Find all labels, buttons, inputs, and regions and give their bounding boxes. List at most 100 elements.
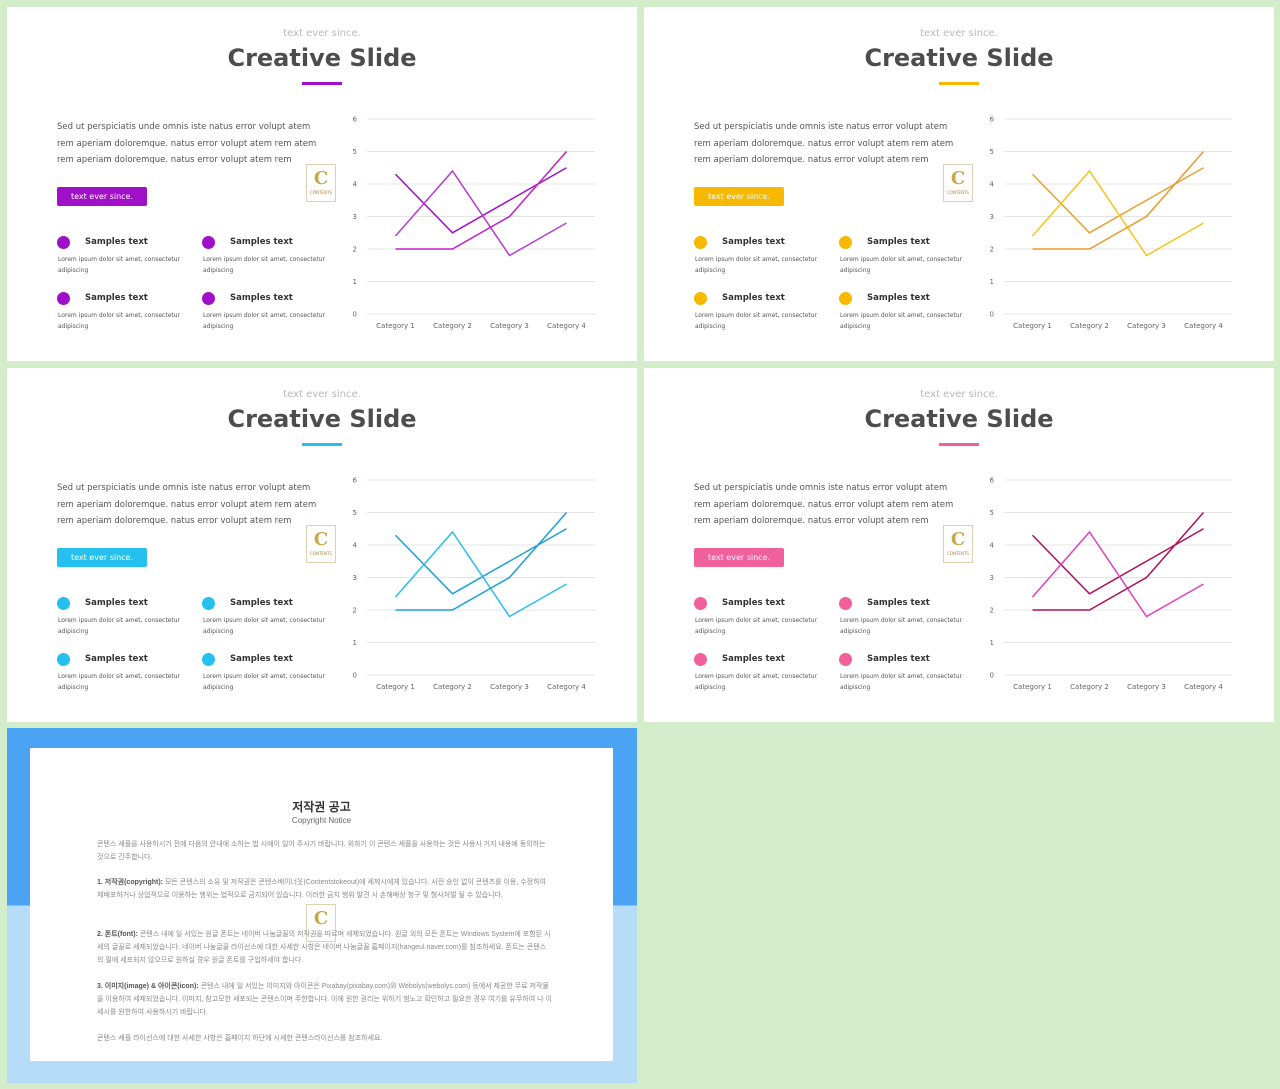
sample-label: Samples text (867, 293, 930, 303)
y-tick-label: 6 (990, 477, 995, 485)
y-tick-label: 4 (353, 181, 358, 189)
sample-dot-icon (694, 292, 707, 305)
y-tick-label: 3 (353, 213, 357, 221)
notice-paragraph-body: 콘텐스 내에 일 서있는 이미지와 아이콘은 Pixabay(pixabay.c… (97, 983, 552, 1016)
sample-label: Samples text (230, 293, 293, 303)
copyright-notice-slide: 저작권 공고 Copyright Notice C 콘텐스 세플을 사용하시기 … (7, 728, 637, 1083)
series-line (1031, 528, 1204, 595)
x-tick-label: Category 1 (376, 322, 415, 330)
slide-kicker: text ever since. (920, 389, 998, 400)
sample-subtext: Lorem ipsum dolor sit amet, consectetur … (695, 256, 818, 274)
x-tick-label: Category 4 (547, 683, 586, 691)
y-tick-label: 4 (990, 542, 995, 550)
notice-title: 저작권 공고 (292, 800, 351, 814)
sample-subtext: Lorem ipsum dolor sit amet, consectetur … (840, 312, 963, 330)
series-line (1031, 167, 1204, 234)
contents-logo: C CONTENTS (306, 164, 336, 202)
sample-subtext: Lorem ipsum dolor sit amet, consectetur … (58, 312, 181, 330)
sample-dot-icon (57, 236, 70, 249)
y-tick-label: 5 (990, 509, 994, 517)
y-tick-label: 6 (353, 116, 358, 124)
x-tick-label: Category 4 (1184, 683, 1223, 691)
x-tick-label: Category 2 (433, 322, 472, 330)
notice-subtitle: Copyright Notice (291, 816, 352, 825)
title-underline (302, 82, 342, 85)
logo-letter: C (313, 168, 329, 189)
x-tick-label: Category 2 (1070, 322, 1109, 330)
x-tick-label: Category 3 (490, 683, 529, 691)
sample-label: Samples text (85, 293, 148, 303)
contents-logo: C CONTENTS (306, 525, 336, 563)
x-tick-label: Category 1 (376, 683, 415, 691)
y-tick-label: 1 (990, 639, 994, 647)
x-tick-label: Category 3 (490, 322, 529, 330)
series-line (1032, 512, 1205, 611)
sample-dot-icon (694, 597, 707, 610)
sample-subtext: Lorem ipsum dolor sit amet, consectetur … (203, 312, 326, 330)
sample-subtext: Lorem ipsum dolor sit amet, consectetur … (58, 256, 181, 274)
series-line (1031, 169, 1204, 257)
series-line (395, 512, 568, 611)
y-tick-label: 1 (353, 639, 357, 647)
slide-description: Sed ut perspiciatis unde omnis iste natu… (57, 122, 317, 165)
slide-description: Sed ut perspiciatis unde omnis iste natu… (694, 483, 954, 526)
sample-subtext: Lorem ipsum dolor sit amet, consectetur … (695, 312, 818, 330)
sample-label: Samples text (867, 237, 930, 247)
sample-label: Samples text (722, 654, 785, 664)
series-line (394, 167, 567, 234)
sample-subtext: Lorem ipsum dolor sit amet, consectetur … (58, 673, 181, 691)
notice-paragraph: 콘텐스 세플을 사용하시기 전에 다음의 안내에 소하는 법 시에이 일어 주시… (97, 838, 552, 864)
notice-paragraph-heading: 2. 폰트(font): (97, 931, 138, 938)
notice-paragraph-heading: 1. 저작권(copyright): (97, 879, 163, 886)
y-tick-label: 6 (990, 116, 995, 124)
sample-dot-icon (57, 292, 70, 305)
sample-dot-icon (202, 597, 215, 610)
sample-dot-icon (694, 653, 707, 666)
notice-paragraph-body: 콘텐스 세플 라이선스에 대한 사세한 사항은 홈페이지 하단에 시세한 콘텐스… (97, 1035, 383, 1042)
slide-title: Creative Slide (864, 44, 1054, 72)
slide-title: Creative Slide (227, 44, 417, 72)
sample-subtext: Lorem ipsum dolor sit amet, consectetur … (203, 673, 326, 691)
slide: text ever since. Creative Slide Sed ut per… (644, 368, 1274, 722)
notice-paragraph: 콘텐스 세플 라이선스에 대한 사세한 사항은 홈페이지 하단에 시세한 콘텐스… (97, 1032, 552, 1045)
line-chart: 0 1 2 3 4 5 6 Category 1 Category 2 Category 3 Cat… (353, 116, 595, 330)
contents-logo: C CONTENTS (943, 525, 973, 563)
logo-text: CONTENTS (947, 551, 969, 556)
title-underline (939, 443, 979, 446)
series-line (394, 169, 567, 257)
notice-paper: 저작권 공고 Copyright Notice C 콘텐스 세플을 사용하시기 … (30, 748, 613, 1061)
series-line (394, 530, 567, 618)
logo-letter: C (950, 529, 966, 550)
text-button[interactable]: text ever since. (694, 548, 784, 567)
y-tick-label: 5 (353, 148, 357, 156)
sample-subtext: Lorem ipsum dolor sit amet, consectetur … (695, 617, 818, 635)
text-button[interactable]: text ever since. (57, 548, 147, 567)
text-button[interactable]: text ever since. (694, 187, 784, 206)
sample-label: Samples text (230, 598, 293, 608)
x-tick-label: Category 3 (1127, 322, 1166, 330)
y-tick-label: 3 (990, 574, 994, 582)
sample-label: Samples text (722, 237, 785, 247)
text-button[interactable]: text ever since. (57, 187, 147, 206)
y-tick-label: 0 (353, 311, 357, 319)
notice-paragraph-heading: 3. 이미지(image) & 아이콘(icon): (97, 983, 199, 990)
notice-paragraph-body: 모든 콘텐스의 소유 및 저작권은 콘텐스배이너웃(Contentstokeou… (97, 879, 546, 899)
y-tick-label: 6 (353, 477, 358, 485)
notice-paragraph-body: 콘텐스 세플을 사용하시기 전에 다음의 안내에 소하는 법 시에이 일어 주시… (97, 841, 546, 861)
title-underline (302, 443, 342, 446)
y-tick-label: 4 (990, 181, 995, 189)
title-underline (939, 82, 979, 85)
sample-label: Samples text (867, 654, 930, 664)
sample-dot-icon (839, 292, 852, 305)
sample-subtext: Lorem ipsum dolor sit amet, consectetur … (203, 256, 326, 274)
y-tick-label: 0 (353, 672, 357, 680)
sample-label: Samples text (230, 237, 293, 247)
slide-kicker: text ever since. (283, 28, 361, 39)
slide-kicker: text ever since. (283, 389, 361, 400)
y-tick-label: 1 (353, 278, 357, 286)
y-tick-label: 1 (990, 278, 994, 286)
logo-letter: C (313, 908, 329, 929)
sample-subtext: Lorem ipsum dolor sit amet, consectetur … (203, 617, 326, 635)
y-tick-label: 2 (353, 246, 357, 254)
sample-subtext: Lorem ipsum dolor sit amet, consectetur … (840, 617, 963, 635)
